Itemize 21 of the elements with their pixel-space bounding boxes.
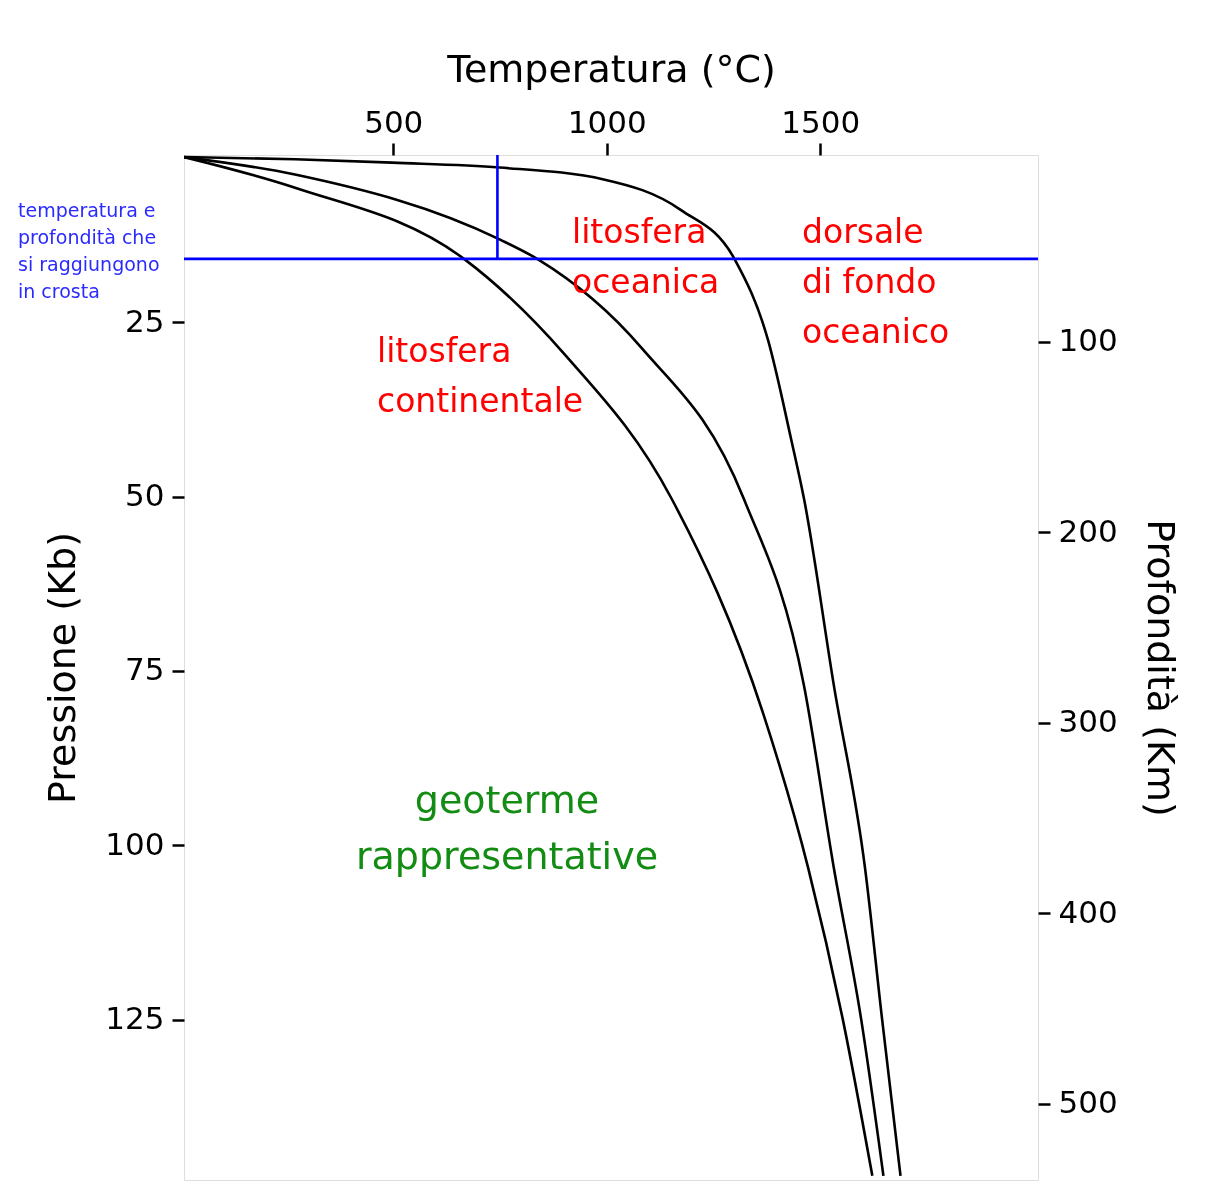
y2-tick-label: 300	[1058, 703, 1118, 740]
text: temperatura e profondità che si raggiungono in crosta	[18, 199, 160, 302]
y-tick-label: 100	[105, 825, 165, 862]
y-tick-label: 25	[125, 302, 165, 339]
y2-tick-label: 400	[1058, 893, 1118, 930]
y2-tick-label: 100	[1058, 322, 1118, 359]
annotation: geoterme rappresentative	[355, 778, 659, 878]
y2-tick-label: 200	[1058, 512, 1118, 549]
y-tick-label: 125	[105, 1000, 165, 1037]
annotation: dorsale di fondo oceanico	[802, 212, 950, 351]
y-axis-title: Pressione (Kb)	[40, 531, 85, 805]
y2-axis-title: Profondità (Km)	[1138, 519, 1183, 817]
x-tick-label: 1500	[781, 103, 861, 140]
x-tick-label: 1000	[567, 103, 647, 140]
x-tick-label: 500	[364, 103, 424, 140]
annotation: litosfera continentale	[377, 331, 584, 420]
annotation: litosfera oceanica	[572, 212, 720, 301]
y-tick-label: 50	[125, 477, 165, 514]
y2-tick-label: 500	[1058, 1084, 1118, 1121]
y-tick-label: 75	[125, 651, 165, 688]
x-axis-title: Temperatura (°C)	[446, 46, 776, 91]
